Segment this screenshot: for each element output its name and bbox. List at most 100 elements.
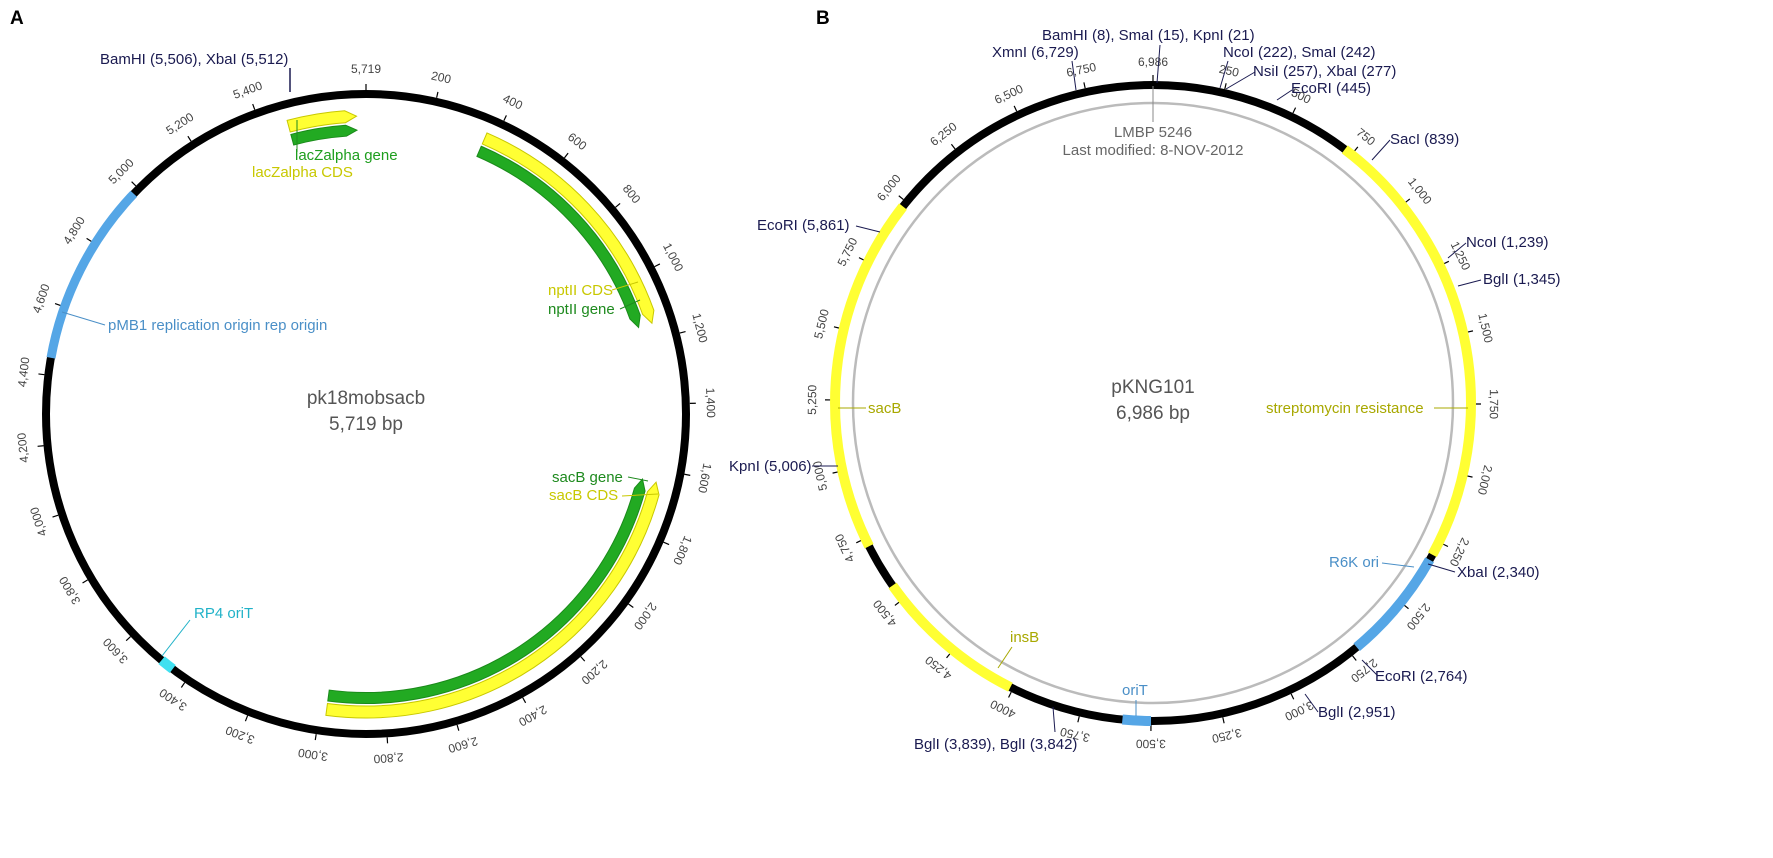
tick-mark xyxy=(314,734,317,741)
tick-label: 1,200 xyxy=(689,312,710,345)
panel-b-tick-marks: 6,986 2505007501,0001,2501,5001,7502,0002… xyxy=(805,55,1501,751)
tick-mark xyxy=(1013,105,1018,112)
site-label: XbaI (2,340) xyxy=(1457,564,1540,581)
site-pointer xyxy=(1156,44,1161,84)
feature-label-sacb-cds: sacB CDS xyxy=(549,487,618,504)
site-pointer xyxy=(1225,71,1256,90)
site-label: BamHI (5,506), XbaI (5,512) xyxy=(100,51,288,68)
tick-label: 5,250 xyxy=(805,384,819,414)
feature-pointer xyxy=(611,281,639,291)
site-pointer xyxy=(1457,279,1482,287)
tick-mark xyxy=(54,302,61,307)
tick-mark xyxy=(187,135,192,142)
panel-a-backbone xyxy=(42,90,690,738)
tick-label: 4,000 xyxy=(27,505,50,538)
streptomycin-resistance-segment xyxy=(1341,145,1476,558)
site-pointer xyxy=(1304,693,1319,713)
tick-label: 2,000 xyxy=(1475,464,1495,497)
panel-b-letter: B xyxy=(816,8,830,29)
site-label: XmnI (6,729) xyxy=(992,44,1079,61)
tick-label: 3,250 xyxy=(1210,726,1243,746)
tick-label: 5,500 xyxy=(811,307,832,340)
tick-mark xyxy=(131,181,137,187)
tick-mark xyxy=(38,373,45,376)
feature-label-pmb1: pMB1 replication origin rep origin xyxy=(108,317,327,334)
site-label: EcoRI (5,861) xyxy=(757,217,850,234)
site-pointer xyxy=(1447,242,1467,259)
feature-label-nptii-gene: nptII gene xyxy=(548,301,615,318)
site-label: EcoRI (445) xyxy=(1291,80,1371,97)
tick-mark xyxy=(654,263,661,268)
site-label: KpnI (5,006) xyxy=(729,458,812,475)
tick-label: 2,500 xyxy=(1403,601,1433,633)
site-label: BglI (1,345) xyxy=(1483,271,1561,288)
feature-label-insb: insB xyxy=(1010,629,1039,646)
tick-label: 4,250 xyxy=(922,653,954,683)
tick-label: 400 xyxy=(501,91,525,112)
tick-label: 2,200 xyxy=(578,657,610,688)
lacz-cds-arc xyxy=(286,110,358,133)
panel-b-plasmid-size: 6,986 bp xyxy=(1116,403,1190,424)
tick-mark xyxy=(456,724,460,731)
tick-mark xyxy=(1466,475,1473,478)
tick-mark xyxy=(628,603,634,608)
tick-mark xyxy=(580,656,586,662)
site-pointer xyxy=(1071,60,1077,91)
tick-mark xyxy=(615,203,621,208)
tick-label: 3,800 xyxy=(56,574,84,607)
feature-label-sacb: sacB xyxy=(868,400,901,417)
tick-label: 4,750 xyxy=(832,531,858,564)
tick-mark xyxy=(1292,107,1297,114)
lmbp-label: LMBP 5246 xyxy=(1114,124,1192,141)
tick-label: 4,800 xyxy=(60,214,88,247)
feature-label-lacz-cds: lacZalpha CDS xyxy=(252,164,353,181)
tick-label: 800 xyxy=(620,182,644,207)
site-pointer xyxy=(1427,563,1456,573)
tick-mark xyxy=(52,514,59,518)
tick-mark xyxy=(1466,330,1474,333)
tick-mark xyxy=(436,91,439,98)
tick-mark xyxy=(1352,655,1357,661)
site-label: BglI (3,839), BglI (3,842) xyxy=(914,736,1077,753)
tick-label: 4000 xyxy=(988,697,1018,721)
site-pointer xyxy=(1219,60,1229,89)
tick-mark xyxy=(832,471,839,474)
sacb-gene-arc xyxy=(327,477,646,704)
rp4-orit-segment xyxy=(158,656,176,673)
tick-mark xyxy=(252,103,256,110)
tick-label: 5,750 xyxy=(835,235,861,268)
last-modified-label: Last modified: 8-NOV-2012 xyxy=(1063,142,1244,159)
tick-mark xyxy=(1404,198,1411,204)
tick-mark xyxy=(1443,260,1450,265)
feature-label-orit: oriT xyxy=(1122,682,1148,699)
tick-label: 1,000 xyxy=(1405,175,1435,207)
tick-mark xyxy=(1442,543,1449,548)
site-label: EcoRI (2,764) xyxy=(1375,668,1468,685)
tick-mark xyxy=(503,115,507,122)
site-pointer xyxy=(1371,139,1391,161)
tick-label: 6,500 xyxy=(992,81,1025,107)
panel-b: B 6,986 2505007501,0001,2501,5001,7502,00… xyxy=(729,8,1561,753)
site-pointer xyxy=(1276,89,1293,101)
feature-pointer xyxy=(997,646,1013,669)
tick-mark xyxy=(679,331,686,334)
tick-mark xyxy=(1008,691,1012,698)
tick-label: 2,000 xyxy=(631,600,660,633)
site-label: NcoI (1,239) xyxy=(1466,234,1549,251)
tick-label: 200 xyxy=(430,68,453,86)
tick-label: 750 xyxy=(1354,125,1379,149)
orit-segment xyxy=(1121,714,1152,726)
feature-label-r6k-ori: R6K ori xyxy=(1329,554,1379,571)
tick-mark xyxy=(125,636,131,642)
tick-mark xyxy=(684,473,691,476)
site-pointer xyxy=(1361,659,1379,677)
tick-label: 3,500 xyxy=(1136,737,1166,751)
feature-pointer xyxy=(627,476,649,482)
lacz-gene-arc xyxy=(290,124,359,146)
tick-label: 4,600 xyxy=(29,282,52,315)
tick-label: 1,600 xyxy=(695,462,714,494)
site-pointer xyxy=(1052,706,1056,733)
tick-label: 250 xyxy=(1218,62,1241,80)
feature-pointer xyxy=(61,311,106,326)
